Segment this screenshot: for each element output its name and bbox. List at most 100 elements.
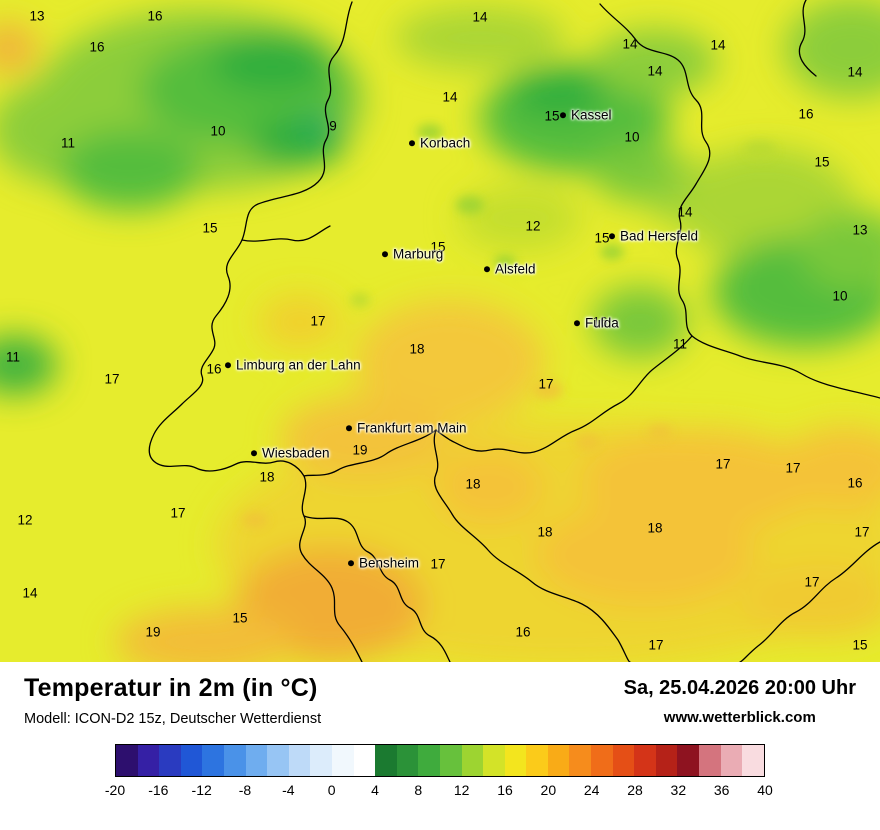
city-dot-icon bbox=[382, 251, 388, 257]
legend-segment bbox=[699, 745, 721, 776]
temperature-value: 17 bbox=[170, 505, 186, 521]
legend-segment bbox=[504, 745, 527, 776]
city-dot-icon bbox=[484, 266, 490, 272]
temperature-value: 11 bbox=[5, 349, 21, 365]
temperature-value: 15 bbox=[594, 230, 610, 246]
legend-segment bbox=[331, 745, 354, 776]
city-dot-icon bbox=[346, 425, 352, 431]
temperature-value: 17 bbox=[648, 637, 664, 653]
temperature-value: 16 bbox=[515, 624, 531, 640]
temperature-value: 17 bbox=[430, 556, 446, 572]
city-marker-bensheim: Bensheim bbox=[348, 556, 419, 570]
temperature-value: 11 bbox=[672, 336, 688, 352]
temperature-value: 15 bbox=[544, 108, 560, 124]
legend-tick: 8 bbox=[414, 782, 423, 798]
city-marker-wiesbaden: Wiesbaden bbox=[251, 446, 330, 460]
temperature-value: 18 bbox=[409, 341, 425, 357]
temperature-value: 15 bbox=[852, 637, 868, 653]
city-dot-icon bbox=[348, 560, 354, 566]
legend-segment bbox=[461, 745, 484, 776]
legend-segment bbox=[180, 745, 203, 776]
footer-right-column: Sa, 25.04.2026 20:00 Uhr www.wetterblick… bbox=[624, 674, 856, 726]
legend-tick: -4 bbox=[282, 782, 295, 798]
temperature-value: 16 bbox=[89, 39, 105, 55]
city-dot-icon bbox=[560, 112, 566, 118]
legend-segment bbox=[116, 745, 138, 776]
legend-segment bbox=[137, 745, 160, 776]
temperature-legend: -20 -16 -12 -8 -4 0 4 8 12 16 20 24 28 32 36 40 bbox=[105, 744, 773, 800]
legend-segment bbox=[677, 745, 700, 776]
legend-colorbar bbox=[115, 744, 765, 777]
city-dot-icon bbox=[225, 362, 231, 368]
legend-tick: -12 bbox=[191, 782, 212, 798]
legend-segment bbox=[655, 745, 678, 776]
temperature-value: 19 bbox=[352, 442, 368, 458]
temperature-shading bbox=[0, 0, 880, 662]
legend-segment bbox=[742, 745, 764, 776]
legend-tick: -16 bbox=[148, 782, 169, 798]
city-dot-icon bbox=[609, 233, 615, 239]
legend-tick: 20 bbox=[540, 782, 557, 798]
legend-segment bbox=[418, 745, 440, 776]
temperature-field-svg bbox=[0, 0, 880, 662]
temperature-value: 9 bbox=[329, 118, 337, 134]
temperature-value: 15 bbox=[202, 220, 218, 236]
temperature-value: 17 bbox=[310, 313, 326, 329]
temperature-value: 16 bbox=[847, 475, 863, 491]
legend-segment bbox=[267, 745, 289, 776]
website-link[interactable]: www.wetterblick.com bbox=[663, 709, 816, 726]
model-info: Modell: ICON-D2 15z, Deutscher Wetterdie… bbox=[24, 711, 322, 727]
temperature-value: 13 bbox=[29, 8, 45, 24]
city-label: Alsfeld bbox=[495, 261, 536, 277]
temperature-value: 16 bbox=[147, 8, 163, 24]
legend-segment bbox=[353, 745, 376, 776]
map-datetime: Sa, 25.04.2026 20:00 Uhr bbox=[623, 677, 856, 699]
temperature-value: 14 bbox=[677, 204, 693, 220]
map-labels-overlay: 13 16 14 16 14 14 14 14 14 15 16 9 10 10 11 15 14 12 15 13 1… bbox=[5, 8, 870, 653]
temperature-value: 12 bbox=[525, 218, 541, 234]
temperature-value: 11 bbox=[60, 135, 76, 151]
legend-segment bbox=[720, 745, 743, 776]
legend-tick: 0 bbox=[327, 782, 336, 798]
legend-segment bbox=[396, 745, 419, 776]
city-dot-icon bbox=[251, 450, 257, 456]
temperature-value: 10 bbox=[624, 129, 640, 145]
temperature-value: 18 bbox=[259, 469, 275, 485]
temperature-value: 16 bbox=[206, 361, 222, 377]
temperature-value: 14 bbox=[472, 9, 488, 25]
temperature-value: 17 bbox=[804, 574, 820, 590]
legend-tick: 28 bbox=[627, 782, 643, 798]
city-label: Limburg an der Lahn bbox=[236, 357, 361, 373]
city-label: Bad Hersfeld bbox=[620, 228, 699, 244]
legend-tick: 40 bbox=[757, 782, 773, 798]
map-footer: Temperatur in 2m (in °C) Modell: ICON-D2… bbox=[0, 662, 880, 800]
legend-tick: 12 bbox=[453, 782, 470, 798]
legend-segment bbox=[547, 745, 570, 776]
legend-tick: 4 bbox=[371, 782, 379, 798]
temperature-value: 14 bbox=[622, 36, 638, 52]
temperature-value: 14 bbox=[22, 585, 38, 601]
temperature-value: 18 bbox=[537, 524, 553, 540]
city-marker-bad-hersfeld: Bad Hersfeld bbox=[609, 229, 698, 243]
temperature-value: 17 bbox=[854, 524, 870, 540]
temperature-value: 13 bbox=[852, 222, 868, 238]
legend-segment bbox=[310, 745, 332, 776]
footer-header-row: Temperatur in 2m (in °C) Modell: ICON-D2… bbox=[24, 674, 856, 727]
temperature-value: 12 bbox=[17, 512, 33, 528]
temperature-value: 18 bbox=[647, 520, 663, 536]
legend-segment bbox=[612, 745, 635, 776]
city-dot-icon bbox=[409, 140, 415, 146]
city-label: Frankfurt am Main bbox=[357, 420, 467, 436]
temperature-value: 17 bbox=[104, 371, 120, 387]
temperature-value: 14 bbox=[847, 64, 863, 80]
legend-segment bbox=[634, 745, 656, 776]
temperature-value: 16 bbox=[592, 314, 608, 330]
temperature-value: 15 bbox=[814, 154, 830, 170]
city-label: Wiesbaden bbox=[262, 445, 330, 461]
legend-segment bbox=[245, 745, 268, 776]
temperature-speckles bbox=[242, 124, 776, 528]
temperature-value: 15 bbox=[430, 239, 446, 255]
temperature-value: 10 bbox=[832, 288, 848, 304]
city-label: Bensheim bbox=[359, 555, 420, 571]
